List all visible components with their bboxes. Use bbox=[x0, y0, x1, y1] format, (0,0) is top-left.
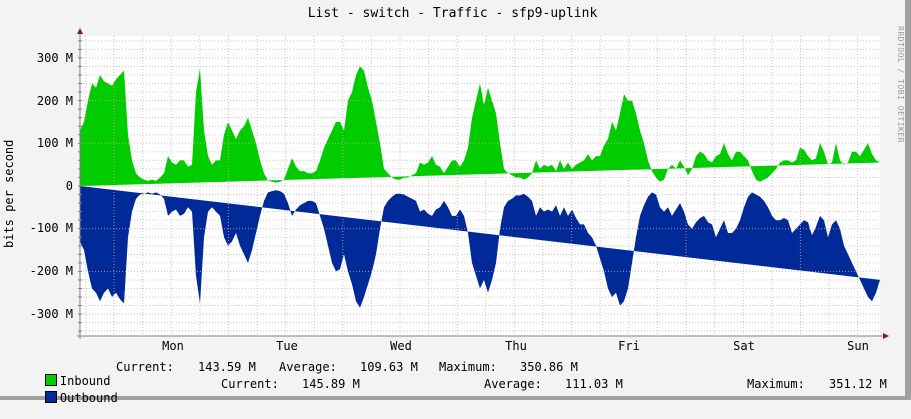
legend-inbound: Inbound bbox=[16, 360, 110, 402]
legend-outbound: Outbound bbox=[16, 377, 118, 419]
x-tick: Mon bbox=[162, 339, 184, 353]
x-tick: Fri bbox=[618, 339, 640, 353]
outbound-maximum-label: Maximum: bbox=[747, 377, 805, 391]
x-tick: Tue bbox=[276, 339, 298, 353]
x-tick: Sat bbox=[733, 339, 755, 353]
outbound-swatch-icon bbox=[44, 391, 57, 403]
y-tick: 300 M bbox=[36, 51, 73, 65]
x-tick: Thu bbox=[505, 339, 527, 353]
graph-frame bbox=[0, 0, 911, 400]
y-tick: -200 M bbox=[29, 264, 73, 278]
y-tick: 0 bbox=[65, 179, 73, 193]
outbound-average-label: Average: bbox=[484, 377, 542, 391]
x-tick: Sun bbox=[847, 339, 869, 353]
outbound-maximum-value: 351.12 M bbox=[829, 377, 887, 391]
inbound-area bbox=[80, 66, 880, 186]
y-axis-arrow-icon bbox=[77, 28, 83, 34]
inbound-maximum-label: Maximum: bbox=[439, 360, 497, 374]
inbound-average-value: 109.63 M bbox=[360, 360, 418, 374]
x-axis-arrow-icon bbox=[883, 333, 889, 339]
inbound-swatch-icon bbox=[44, 374, 57, 386]
inbound-current-value: 143.59 M bbox=[198, 360, 256, 374]
inbound-average-label: Average: bbox=[279, 360, 337, 374]
y-tick: 100 M bbox=[36, 136, 73, 150]
outbound-area bbox=[80, 186, 880, 308]
plot-area bbox=[77, 28, 889, 339]
outbound-current-label: Current: bbox=[221, 377, 279, 391]
inbound-maximum-value: 350.86 M bbox=[520, 360, 578, 374]
outbound-current-value: 145.89 M bbox=[302, 377, 360, 391]
legend-label: Outbound bbox=[59, 391, 118, 405]
rrdtool-watermark: RRDTOOL / TOBI OETIKER bbox=[896, 26, 905, 143]
inbound-current-label: Current: bbox=[116, 360, 174, 374]
chart-title: List - switch - Traffic - sfp9-uplink bbox=[307, 6, 598, 21]
y-tick: -300 M bbox=[29, 307, 73, 321]
y-tick: -100 M bbox=[29, 221, 73, 235]
x-tick: Wed bbox=[390, 339, 412, 353]
y-tick: 200 M bbox=[36, 94, 73, 108]
legend-label: Inbound bbox=[59, 374, 111, 388]
outbound-average-value: 111.03 M bbox=[565, 377, 623, 391]
